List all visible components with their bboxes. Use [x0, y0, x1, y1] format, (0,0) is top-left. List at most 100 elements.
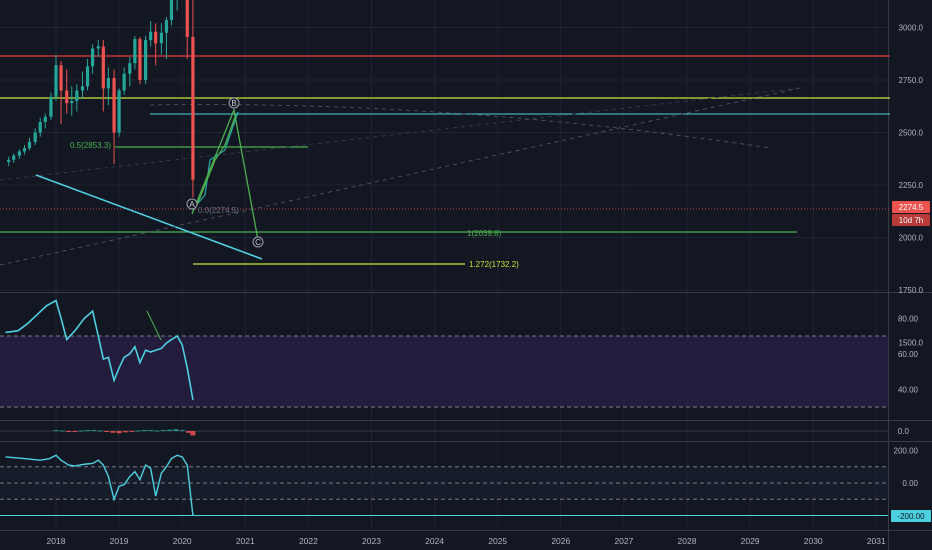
cci-value-badge: -200.00 [891, 510, 931, 522]
price-tick-label: 2750.0 [899, 76, 924, 85]
candle-body [85, 66, 90, 87]
candle-body [101, 46, 105, 89]
macd-bar [97, 430, 103, 432]
candle-body [117, 90, 121, 133]
fib-1272-label: 1.272(1732.2) [469, 260, 519, 269]
year-tick-label: 2031 [867, 536, 886, 546]
macd-axis[interactable]: 0.0 [898, 427, 910, 436]
wave-b-label: B [231, 99, 236, 108]
cci-axis[interactable]: 200.00 0.00 [894, 446, 919, 488]
candle-body [96, 46, 100, 49]
candle-body [49, 96, 53, 117]
last-price-value: 2274.5 [899, 203, 924, 212]
macd-bar [135, 430, 141, 432]
year-tick-label: 2023 [362, 536, 381, 546]
candle-body [54, 65, 58, 97]
macd-bar [78, 430, 84, 432]
candle-body [22, 148, 27, 152]
year-tick-label: 2028 [678, 536, 697, 546]
macd-bar [116, 431, 122, 434]
macd-bar [85, 430, 91, 432]
candle-body [75, 90, 79, 101]
macd-layer [0, 429, 888, 436]
candle-body [65, 90, 69, 104]
year-tick-label: 2022 [299, 536, 318, 546]
candle-body [80, 86, 85, 91]
candles-layer [7, 0, 195, 198]
macd-bar [72, 431, 78, 432]
macd-bar [179, 430, 185, 432]
macd-bar [103, 431, 109, 432]
macd-bar [66, 431, 72, 432]
wave-b-marker[interactable] [228, 97, 240, 109]
macd-bar [53, 430, 59, 432]
rsi-layer [0, 299, 888, 408]
year-tick-label: 2029 [741, 536, 760, 546]
cci-tick-label: 200.00 [894, 446, 919, 455]
drawings[interactable]: A B C 0.5(2853.3) 0.0(2274.5) 1(2039.8) … [0, 55, 890, 341]
cyan-trendline[interactable] [35, 174, 263, 260]
candle-body [128, 63, 132, 74]
candle-body [138, 39, 142, 80]
price-axis[interactable]: 1500.0 1750.0 2000.0 2250.0 2500.0 2750.0 3000… [899, 0, 924, 348]
wave-a-marker[interactable] [186, 198, 198, 210]
price-tick-label: 3000.0 [899, 24, 924, 33]
rsi-tick-label: 60.00 [898, 350, 919, 359]
candle-body [70, 101, 74, 104]
candle-body [191, 36, 195, 180]
year-tick-label: 2026 [551, 536, 570, 546]
candle-body [144, 40, 148, 80]
dashed-channel-upper [0, 87, 801, 266]
projection-path-lime[interactable] [196, 113, 237, 206]
rsi-band [0, 336, 888, 407]
macd-bar [59, 430, 65, 432]
candle-body [43, 116, 47, 122]
year-tick-label: 2030 [804, 536, 823, 546]
macd-bar [190, 431, 196, 436]
candle-body [149, 31, 153, 41]
candle-body [185, 0, 189, 37]
candle-body [38, 122, 42, 133]
candle-body [33, 132, 37, 142]
rsi-line [5, 299, 194, 401]
price-tick-label: 1750.0 [899, 286, 924, 295]
macd-bar [173, 429, 179, 431]
rsi-tick-label: 80.00 [898, 314, 919, 323]
fib-05-label: 0.5(2853.3) [70, 141, 111, 150]
candle-body [133, 39, 137, 64]
wave-c-label: C [255, 238, 261, 247]
cci-last-value: -200.00 [897, 512, 925, 521]
macd-bar [160, 430, 166, 432]
year-tick-label: 2025 [488, 536, 507, 546]
macd-bar [91, 430, 97, 432]
rsi-divergence-line[interactable] [146, 310, 162, 341]
countdown-value: 10d 7h [899, 216, 923, 225]
candle-body [90, 48, 95, 67]
year-tick-label: 2019 [110, 536, 129, 546]
candle-body [17, 151, 22, 156]
projection-path-green[interactable] [191, 111, 239, 211]
dashed-channel-lower [0, 87, 801, 181]
rsi-axis[interactable]: 40.00 60.00 80.00 [898, 314, 919, 394]
year-tick-label: 2020 [173, 536, 192, 546]
time-axis[interactable]: 2018 2019 2020 2021 2022 2023 2024 2025 2026 2027… [47, 536, 886, 546]
year-tick-label: 2024 [425, 536, 444, 546]
macd-bar [110, 431, 116, 433]
candle-body [7, 159, 11, 162]
macd-bar [129, 431, 135, 432]
dashed-arc [149, 104, 771, 149]
price-tick-label: 2500.0 [899, 129, 924, 138]
wave-c-marker[interactable] [252, 236, 264, 248]
candle-body [122, 73, 126, 91]
candle-body [106, 77, 110, 89]
cci-layer [0, 454, 888, 516]
macd-bar [154, 430, 160, 432]
year-tick-label: 2027 [614, 536, 633, 546]
cci-tick-label: 0.00 [902, 479, 918, 488]
fib-1-label: 1(2039.8) [467, 229, 502, 238]
macd-tick-label: 0.0 [898, 427, 910, 436]
macd-bar [141, 430, 147, 432]
wave-abc-path[interactable] [191, 107, 259, 241]
price-tick-label: 2000.0 [899, 234, 924, 243]
